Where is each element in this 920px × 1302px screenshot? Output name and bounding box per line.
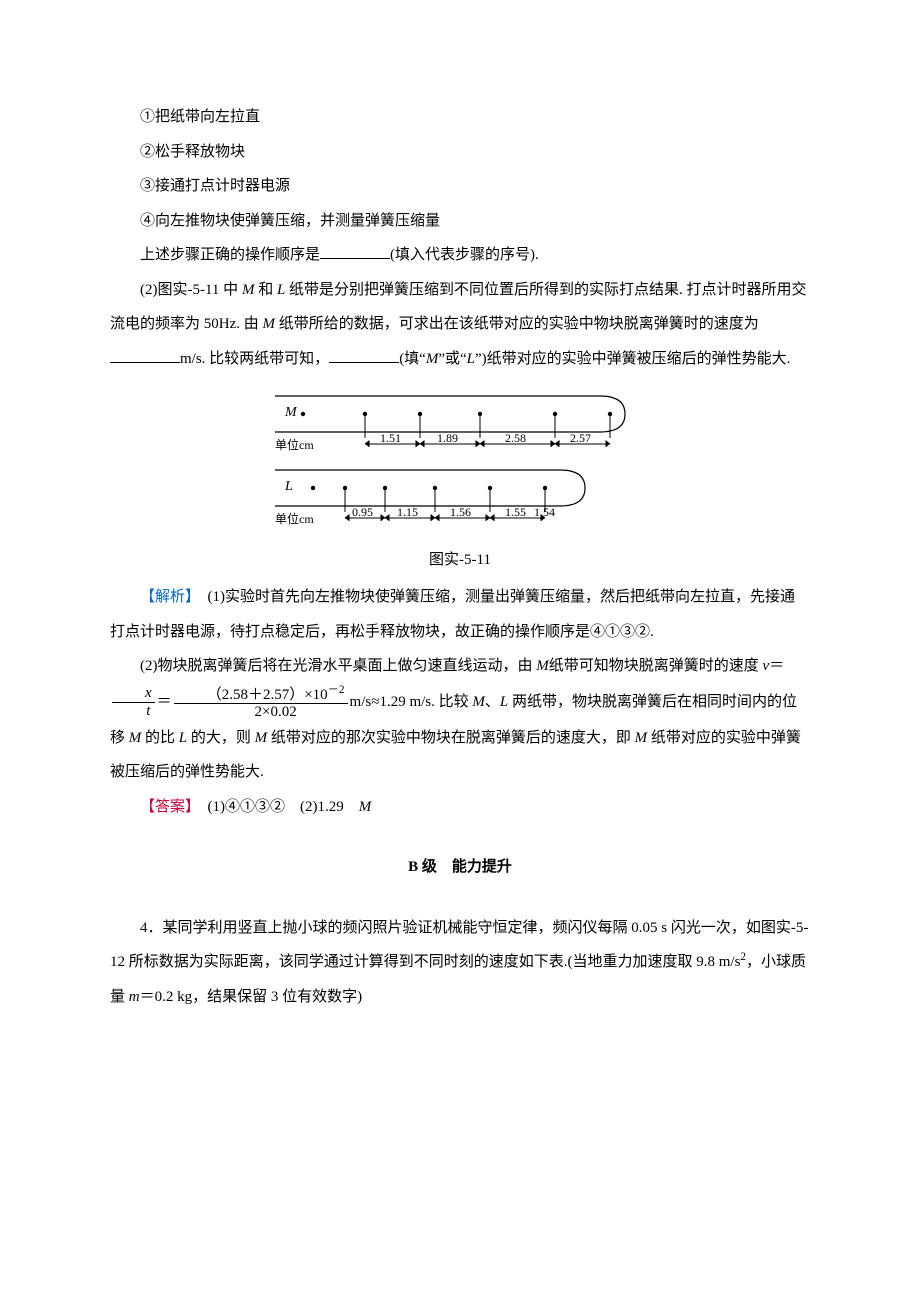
answer-line: 【答案】 (1)④①③② (2)1.29 M [110, 790, 810, 825]
step-3: ③接通打点计时器电源 [110, 169, 810, 204]
answer-label: 【答案】 [140, 799, 193, 815]
blank-speed [110, 344, 180, 363]
blank-order [320, 240, 390, 259]
analysis-p1-text: (1)实验时首先向左推物块使弹簧压缩，测量出弹簧压缩量，然后把纸带向左拉直，先接… [110, 589, 795, 640]
analysis-p2-prefix: (2)物块脱离弹簧后将在光滑水平桌面上做匀速直线运动，由 [140, 658, 536, 674]
tape-figure: M [110, 388, 810, 548]
section-b-header: B 级 能力提升 [110, 850, 810, 885]
frac-main: （2.58＋2.57）×10－22×0.02 [174, 684, 348, 721]
svg-text:2.57: 2.57 [570, 431, 591, 445]
tape-M-italic-2: M [472, 693, 485, 709]
svg-text:单位cm: 单位cm [275, 437, 314, 452]
analysis-p2-mid1: 纸带可知物块脱离弹簧时的速度 [549, 658, 763, 674]
svg-text:1.15: 1.15 [397, 505, 418, 519]
frac-xt: xt [112, 685, 155, 719]
analysis-p2-unit: m/s≈1.29 m/s. 比较 [350, 693, 473, 709]
order-prefix: 上述步骤正确的操作顺序是 [140, 247, 320, 263]
step-order-line: 上述步骤正确的操作顺序是 (填入代表步骤的序号). [110, 238, 810, 273]
svg-text:M: M [284, 405, 298, 420]
step-2: ②松手释放物块 [110, 135, 810, 170]
svg-text:1.51: 1.51 [380, 431, 401, 445]
sep: 、 [485, 693, 500, 709]
figure-caption: 图实-5-11 [110, 548, 810, 572]
svg-text:1.55: 1.55 [505, 505, 526, 519]
svg-text:1.54: 1.54 [534, 505, 555, 519]
step-1: ①把纸带向左拉直 [110, 100, 810, 135]
question-4: 4．某同学利用竖直上抛小球的频闪照片验证机械能守恒定律，频闪仪每隔 0.05 s… [110, 911, 810, 1015]
svg-text:L: L [284, 479, 293, 494]
svg-text:0.95: 0.95 [352, 505, 373, 519]
analysis-label: 【解析】 [140, 589, 193, 605]
analysis-p2: (2)物块脱离弹簧后将在光滑水平桌面上做匀速直线运动，由 M纸带可知物块脱离弹簧… [110, 649, 810, 790]
tape-L-italic: L [500, 693, 508, 709]
svg-text:1.56: 1.56 [450, 505, 471, 519]
question-2: (2)图实-5-11 中 M 和 L 纸带是分别把弹簧压缩到不同位置后所得到的实… [110, 273, 810, 377]
tape-M-italic: M [536, 658, 549, 674]
order-suffix: (填入代表步骤的序号). [390, 247, 539, 263]
answer-text: (1)④①③② (2)1.29 M [208, 799, 372, 815]
svg-text:2.58: 2.58 [505, 431, 526, 445]
step-4: ④向左推物块使弹簧压缩，并测量弹簧压缩量 [110, 204, 810, 239]
blank-tape [329, 344, 399, 363]
v-symbol: v [763, 658, 770, 674]
svg-text:单位cm: 单位cm [275, 511, 314, 526]
svg-text:1.89: 1.89 [437, 431, 458, 445]
analysis-p1: 【解析】 (1)实验时首先向左推物块使弹簧压缩，测量出弹簧压缩量，然后把纸带向左… [110, 580, 810, 649]
